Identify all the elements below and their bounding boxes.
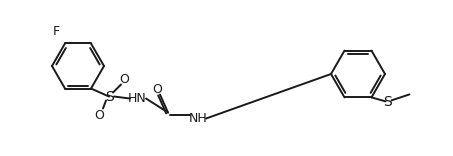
Text: O: O (119, 73, 129, 86)
Text: O: O (94, 109, 104, 122)
Text: O: O (152, 83, 162, 96)
Text: HN: HN (128, 92, 146, 105)
Text: S: S (383, 95, 392, 109)
Text: F: F (53, 25, 60, 39)
Text: NH: NH (188, 112, 207, 125)
Text: S: S (105, 90, 113, 104)
